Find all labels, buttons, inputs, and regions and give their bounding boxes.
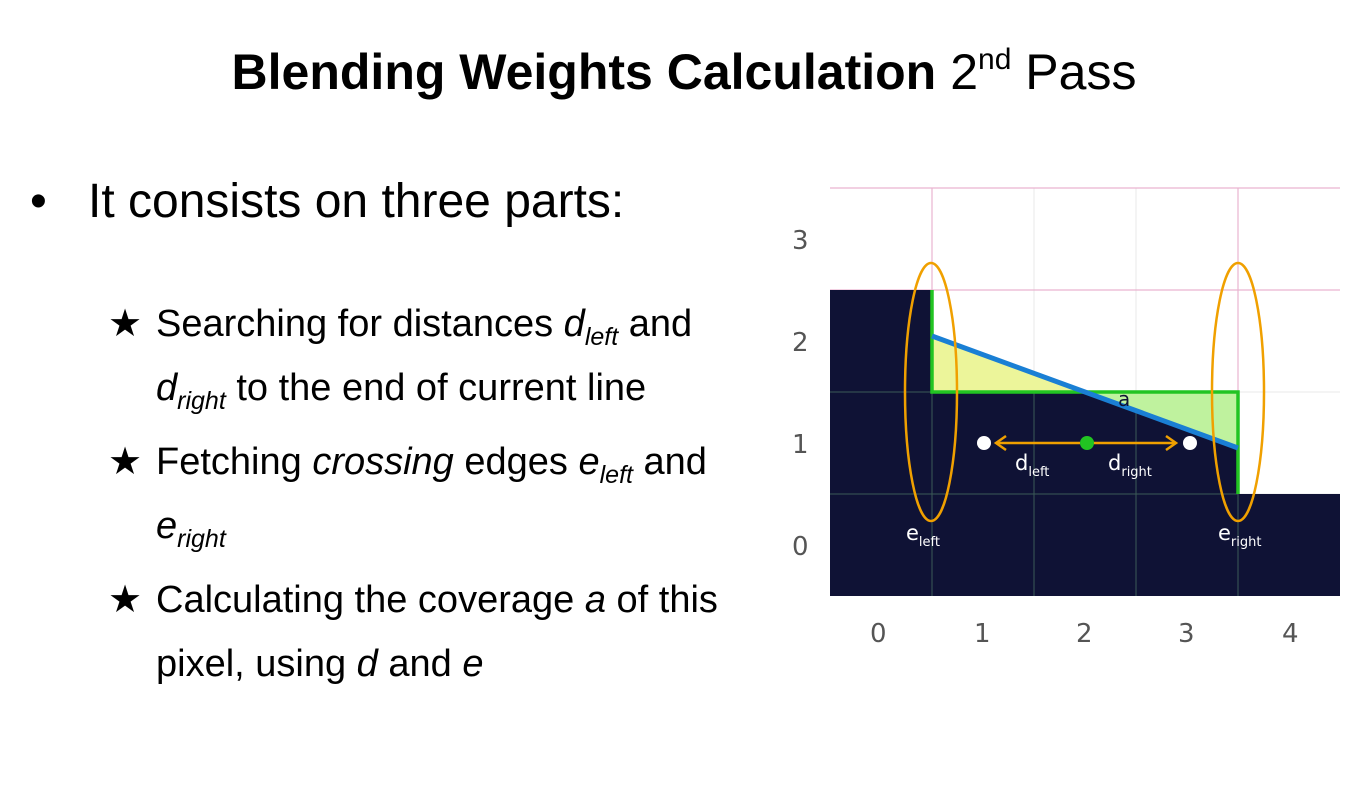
- distance-arrows: [993, 434, 1179, 452]
- part2-text2: edges: [453, 441, 579, 483]
- var-d-right: dright: [156, 367, 226, 414]
- bullet-dot-icon: •: [30, 175, 47, 228]
- y-tick: 1: [792, 430, 809, 460]
- parts-list: ★ Searching for distances dleft and drig…: [108, 292, 756, 706]
- var-sub-right: right: [177, 525, 226, 553]
- var-d: d: [356, 643, 378, 685]
- pass-number: 2: [950, 44, 979, 100]
- label-e-right: eright: [1218, 521, 1261, 550]
- label-e-right-sub: right: [1231, 535, 1262, 550]
- label-a: a: [1118, 387, 1130, 411]
- label-d-left-main: d: [1015, 451, 1028, 475]
- label-d-right: dright: [1108, 451, 1152, 480]
- crossing-emphasis: crossing: [312, 441, 454, 483]
- var-e-right: eright: [156, 505, 226, 552]
- var-e: e: [462, 643, 484, 685]
- var-sub-left: left: [599, 461, 633, 489]
- y-tick: 0: [792, 532, 809, 562]
- part1-text2: and: [618, 303, 693, 345]
- x-tick: 3: [1178, 619, 1195, 649]
- part1-text1: Searching for distances: [156, 303, 564, 345]
- d-right-endpoint: [1183, 436, 1197, 450]
- bullet-text: It consists on three parts:: [88, 175, 625, 228]
- part3-text2: of this pixel, using: [156, 579, 718, 685]
- blue-edge-line: [931, 333, 1239, 451]
- var-sub-right: right: [177, 387, 226, 415]
- d-left-endpoint: [977, 436, 991, 450]
- label-d-left: dleft: [1015, 451, 1049, 480]
- var-e: e: [156, 505, 178, 547]
- title-pass: 2nd Pass: [950, 44, 1136, 100]
- label-d-right-sub: right: [1121, 465, 1152, 480]
- label-e-left: eleft: [906, 521, 940, 550]
- blending-diagram: a dleft dright eleft eright 0 1 2 3 0 1 …: [792, 187, 1340, 649]
- star-icon: ★: [108, 579, 143, 621]
- part3-text1: Calculating the coverage: [156, 579, 585, 621]
- part3-text3: and: [377, 643, 463, 685]
- slide-title: Blending Weights Calculation 2nd Pass: [0, 40, 1368, 104]
- var-d-left: dleft: [563, 303, 619, 350]
- e-right-ellipse: [1210, 261, 1266, 523]
- label-e-left-sub: left: [919, 535, 940, 550]
- x-tick: 1: [974, 619, 991, 649]
- pass-superscript: nd: [978, 43, 1012, 76]
- main-bullet: • It consists on three parts:: [30, 170, 624, 234]
- x-tick: 0: [870, 619, 887, 649]
- list-item: ★ Searching for distances dleft and drig…: [108, 292, 756, 420]
- label-d-right-main: d: [1108, 451, 1121, 475]
- var-d: d: [563, 303, 585, 345]
- label-e-left-main: e: [906, 521, 919, 545]
- title-main: Blending Weights Calculation: [231, 44, 937, 100]
- part2-text3: and: [632, 441, 707, 483]
- y-tick: 2: [792, 328, 809, 358]
- x-tick: 4: [1282, 619, 1299, 649]
- y-tick: 3: [792, 226, 809, 256]
- part2-text1: Fetching: [156, 441, 313, 483]
- grid-lines-dark: [830, 391, 1239, 596]
- var-d: d: [156, 367, 178, 409]
- var-e-left: eleft: [578, 441, 633, 488]
- pass-word: Pass: [1025, 44, 1137, 100]
- star-icon: ★: [108, 441, 143, 483]
- label-d-left-sub: left: [1028, 465, 1049, 480]
- x-tick: 2: [1076, 619, 1093, 649]
- var-sub-left: left: [584, 323, 619, 351]
- var-a: a: [584, 579, 606, 621]
- part1-text3: to the end of current line: [225, 367, 647, 409]
- list-item: ★ Fetching crossing edges eleft and erig…: [108, 430, 756, 558]
- center-point: [1080, 436, 1094, 450]
- var-e: e: [578, 441, 600, 483]
- e-left-ellipse: [903, 261, 959, 523]
- label-e-right-main: e: [1218, 521, 1231, 545]
- star-icon: ★: [108, 303, 143, 345]
- list-item: ★ Calculating the coverage a of this pix…: [108, 568, 756, 696]
